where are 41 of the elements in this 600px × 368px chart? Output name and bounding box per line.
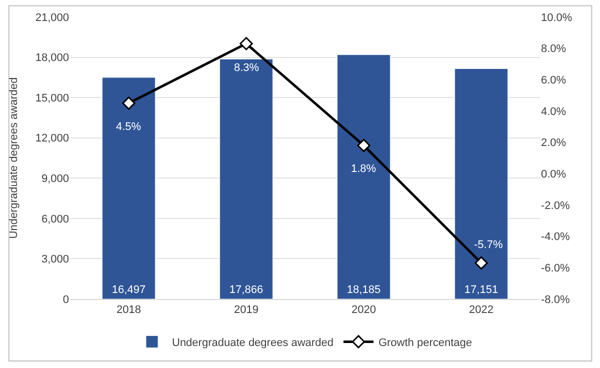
y2-tick-label: 4.0% — [541, 106, 566, 118]
y2-tick-label: 0.0% — [541, 168, 566, 181]
bar — [454, 68, 508, 299]
y2-tick-label: 2.0% — [541, 137, 566, 150]
data-label: 1.8% — [351, 163, 376, 175]
y-tick-label: 0 — [62, 294, 69, 306]
x-tick-label: 2019 — [234, 304, 258, 316]
point — [122, 96, 136, 110]
y2-tick-label: -2.0% — [541, 200, 570, 212]
point — [474, 256, 488, 270]
y2-tick-label: 10.0% — [541, 12, 572, 24]
y-tick-label: 12,000 — [35, 132, 69, 145]
y-tick-label: 15,000 — [35, 92, 69, 104]
data-label: 18,185 — [346, 284, 381, 296]
y-axis-title: Undergraduate degrees awarded — [8, 77, 20, 239]
legend-label: Growth percentage — [378, 336, 472, 349]
data-label: 17,866 — [229, 284, 264, 296]
x-tick-label: 2018 — [116, 304, 141, 316]
data-label: -5.7% — [474, 239, 503, 251]
point — [357, 138, 370, 152]
x-tick-label: 2020 — [352, 304, 376, 316]
y-tick-label: 9,000 — [41, 172, 69, 185]
data-label: 4.5% — [116, 121, 142, 133]
data-label: 8.3% — [234, 62, 260, 74]
y2-tick-label: 6.0% — [541, 74, 566, 87]
data-label: 17,151 — [464, 284, 498, 296]
y-tick-label: 3,000 — [41, 254, 69, 266]
y-tick-label: 6,000 — [41, 213, 69, 226]
y2-tick-label: 8.0% — [541, 43, 566, 56]
bar — [102, 77, 156, 299]
data-label: 16,497 — [112, 284, 146, 296]
y2-tick-label: -6.0% — [541, 262, 570, 275]
y-tick-label: 18,000 — [35, 52, 69, 64]
point — [240, 37, 253, 50]
bar — [337, 54, 390, 299]
y-tick-label: 21,000 — [35, 12, 69, 24]
legend-label: Undergraduate degrees awarded — [172, 336, 334, 349]
x-tick-label: 2022 — [469, 304, 494, 316]
bar — [220, 58, 273, 299]
y2-tick-label: -4.0% — [541, 231, 570, 244]
y2-tick-label: -8.0% — [541, 294, 570, 306]
